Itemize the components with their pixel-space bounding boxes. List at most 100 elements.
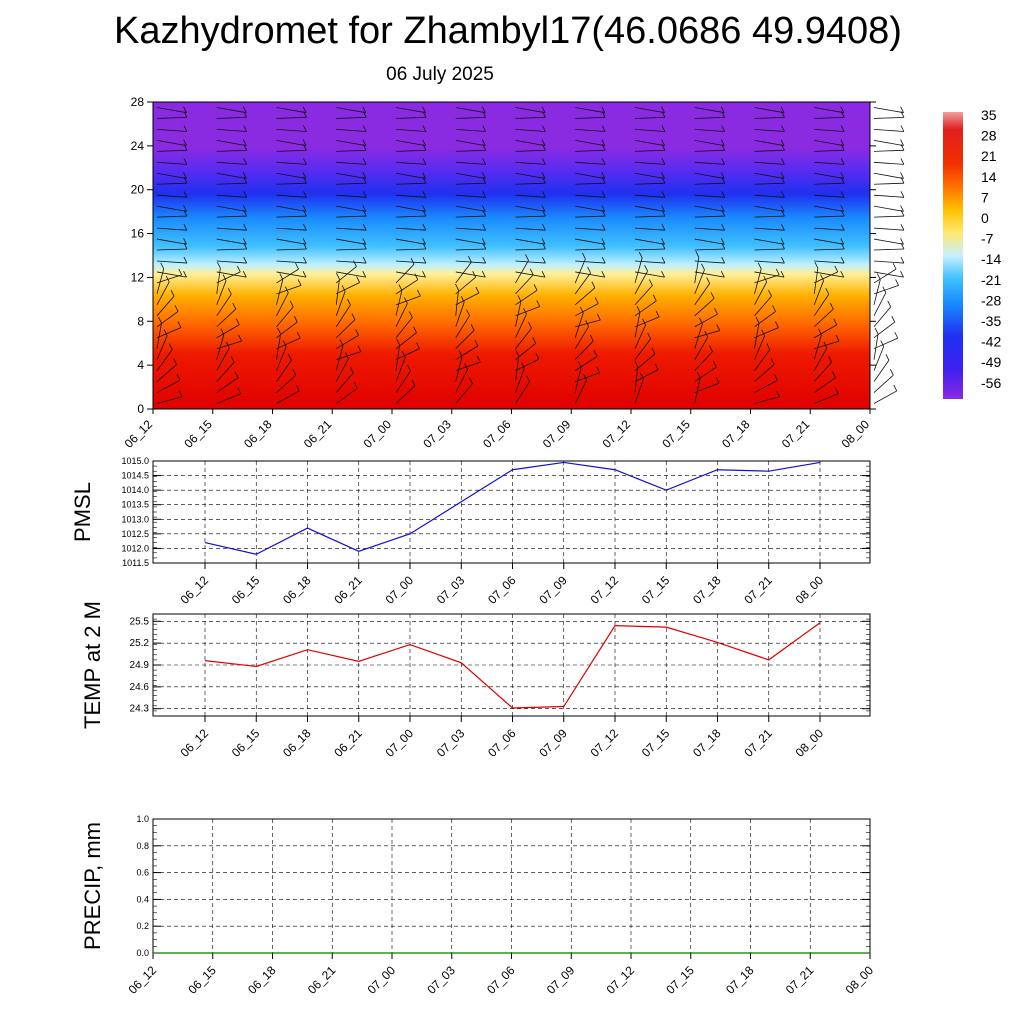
y-tick-label: 0.4 [136,894,149,904]
colorbar-label: 35 [981,107,997,123]
wind-barb [754,271,785,278]
wind-barb [754,248,785,251]
wind-barb [754,335,766,360]
x-tick-label: 07_06 [480,417,514,451]
wind-barb-flag [780,205,785,212]
wind-barb-flag [183,191,188,198]
wind-barb-flag [243,256,248,264]
wind-barb-flag [766,343,771,350]
colorbar-label: 0 [981,210,989,226]
wind-barb [336,182,367,185]
x-tick-label: 07_09 [544,963,578,997]
wind-barb-flag [422,191,427,198]
wind-barb-flag [177,321,182,328]
wind-barb [515,139,546,146]
y-tick-label: 1014.5 [121,471,149,481]
wind-barb [395,348,420,361]
x-tick-label: 07_00 [361,417,395,451]
wind-barb [515,129,546,132]
wind-barb [694,378,701,404]
wind-barb [814,205,844,212]
x-tick-label: 07_15 [659,417,693,451]
wind-barb-flag [781,224,785,231]
wind-barb-flag [353,382,358,389]
wind-barb [276,271,307,278]
wind-barb [754,323,760,349]
colorbar-label: -21 [981,272,1001,288]
wind-barb-flag [242,139,247,146]
wind-barb-flag [525,254,529,261]
wind-barb-flag [840,270,845,278]
wind-barb-flag [416,342,420,349]
wind-barb-flag [661,106,665,113]
y-tick-label: 0 [137,402,144,416]
wind-barb [156,215,187,218]
wind-barb [574,367,582,393]
wind-barb-flag [235,318,240,325]
wind-barb [515,161,546,165]
x-tick-label: 07_09 [536,726,570,760]
wind-barb [694,194,725,198]
wind-barb-flag [168,343,173,350]
wind-barb-flag [542,256,546,264]
wind-barb-flag [840,205,845,212]
wind-barb [515,238,546,245]
wind-barb [156,271,187,278]
x-tick-label: 07_00 [365,963,399,997]
temp2m-frame [152,613,871,717]
wind-barb [873,248,904,251]
wind-barb [754,396,780,404]
wind-barb [216,334,225,360]
wind-barb-flag [407,364,411,372]
wind-barb [575,319,601,328]
x-tick-label: 06_12 [126,963,160,997]
wind-barb [814,393,839,404]
wind-barb [634,107,665,114]
wind-barb-flag [458,350,463,357]
pmsl-series-line [204,461,821,555]
wind-barb-flag [183,224,188,231]
wind-barb [634,300,657,317]
wind-barb-flag [243,158,248,165]
wind-barb [873,194,904,198]
wind-barb [515,215,546,218]
wind-barb [814,161,845,165]
wind-barb [814,182,845,185]
wind-barb [873,215,904,218]
x-tick-label: 07_12 [600,417,634,451]
y-tick-label: 1013.5 [121,500,149,510]
wind-barb-flag [302,270,307,278]
wind-barb [156,227,187,231]
wind-barb-flag [469,377,473,384]
wind-barb-flag [303,256,307,264]
wind-barb [276,139,307,146]
wind-barb-flag [353,260,357,267]
wind-barb-flag [295,384,300,392]
wind-barb [634,172,665,179]
wind-barb [814,248,845,251]
wind-barb [754,227,785,231]
wind-barb-flag [647,332,652,340]
wind-barb-flag [183,205,187,212]
x-tick-label: 06_12 [178,726,212,760]
wind-barb [873,346,885,371]
wind-barb [515,227,546,231]
wind-barb [873,260,904,264]
wind-barb-flag [892,262,897,270]
wind-barb-flag [638,251,643,259]
wind-barb [574,287,596,306]
wind-barb [455,369,468,393]
chart-subtitle: 06 July 2025 [386,64,494,85]
colorbar-label: 14 [981,169,997,185]
wind-barb [754,139,785,146]
wind-barb-flag [470,324,475,331]
wind-barb [813,294,830,317]
wind-barb-flag [721,224,726,231]
x-tick-label: 07_18 [690,573,724,607]
wind-barb-flag [720,205,725,212]
colorbar-label: -42 [981,334,1001,350]
wind-barb [515,205,546,212]
wind-barb-flag [170,290,175,297]
wind-barb-flag [840,238,845,245]
wind-barb [276,360,292,382]
